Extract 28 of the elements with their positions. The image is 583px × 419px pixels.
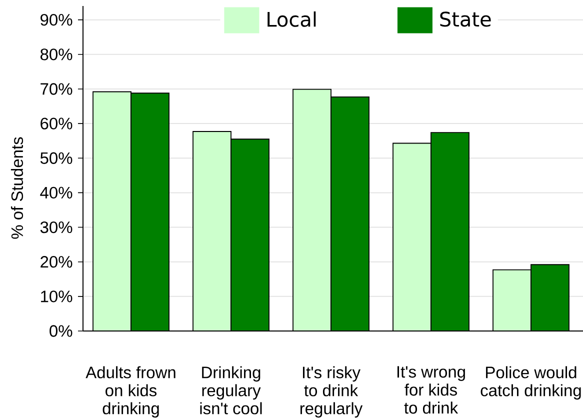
legend-label: Local xyxy=(268,11,316,27)
bar xyxy=(431,132,469,331)
bar xyxy=(393,143,431,331)
y-tick-label: 60% xyxy=(40,118,72,130)
bar xyxy=(231,139,269,331)
y-tick-label: 10% xyxy=(41,290,72,302)
bar xyxy=(131,93,169,331)
y-tick-label: 90% xyxy=(40,14,72,26)
bar xyxy=(530,264,570,331)
y-tick-label: 50% xyxy=(40,152,72,164)
y-tick-label: 20% xyxy=(40,256,72,268)
x-tick-label: It's wrong for kids to drink xyxy=(397,366,465,414)
bar xyxy=(492,269,532,331)
y-tick-label: 40% xyxy=(40,186,72,199)
x-tick-label: Adults frown on kids drinking xyxy=(86,366,176,418)
x-tick-label: Drinking regulary isn't cool xyxy=(200,366,262,414)
x-tick-label: It's risky to drink regularly xyxy=(300,366,363,418)
legend-label: State xyxy=(440,12,491,27)
bar xyxy=(293,89,331,331)
y-tick-label: 0% xyxy=(50,325,72,337)
y-tick-label: 30% xyxy=(40,221,72,234)
bar xyxy=(193,132,231,331)
y-tick-label: 80% xyxy=(40,48,72,60)
y-axis-title: % of Students xyxy=(10,137,24,239)
x-tick-label: Police would catch drinking xyxy=(480,366,581,400)
bar xyxy=(93,92,131,331)
bar xyxy=(331,96,369,331)
y-tick-label: 70% xyxy=(40,83,72,95)
